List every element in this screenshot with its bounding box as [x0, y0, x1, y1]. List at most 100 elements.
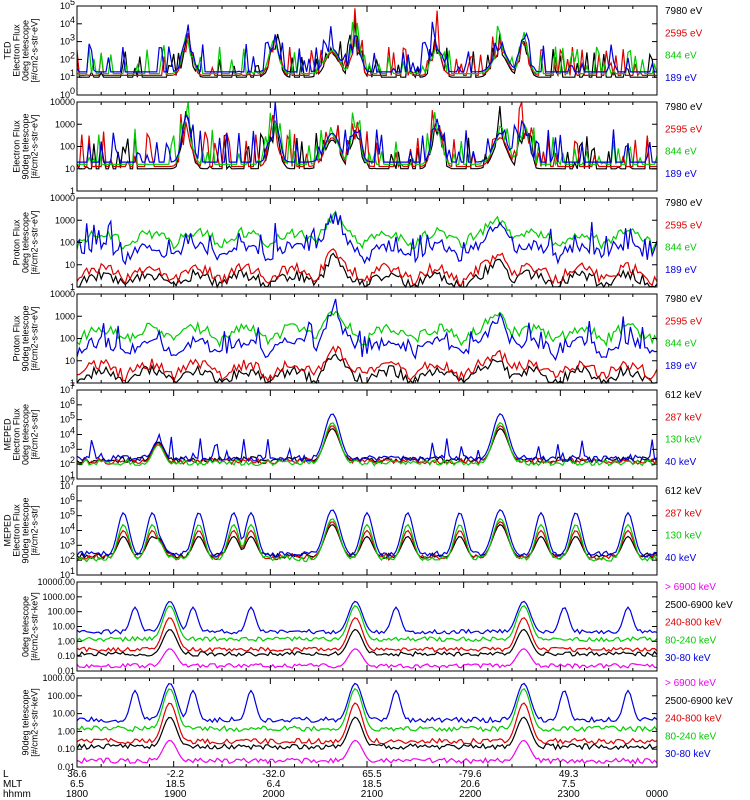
- y-axis-label-6-2: 90deg telescope: [20, 497, 30, 563]
- y-axis-label-8-1: [#/cm2-s-str-keV]: [29, 688, 39, 757]
- series-trace-6-1: [76, 523, 658, 560]
- x-tick-label-2-1: 6.4: [267, 779, 281, 790]
- ytick-exp-5-6: 7: [70, 381, 75, 391]
- ytick-label-2-2: 100: [60, 142, 75, 152]
- ytick-label-3-2: 100: [60, 238, 75, 248]
- y-axis-label-4-0: Proton Flux: [11, 315, 21, 362]
- series-trace-1-2: [76, 8, 657, 77]
- ytick-label-8-3: 10.00: [52, 709, 75, 719]
- ytick-label-4-0: 1: [70, 378, 75, 388]
- ytick-label-7-5: 1000.00: [42, 592, 75, 602]
- ytick-label-6-4: 10: [60, 511, 70, 521]
- ytick-label-1-5: 10: [60, 1, 70, 11]
- x-tick-label-3-1: 18.5: [362, 779, 382, 790]
- legend-entry-3-2: 2595 eV: [665, 220, 703, 231]
- ytick-label-7-6: 10000.00: [37, 577, 75, 587]
- ytick-exp-1-0: 0: [70, 86, 75, 96]
- series-trace-2-2: [77, 101, 657, 168]
- x-tick-label-3-2: 2100: [361, 789, 384, 800]
- legend-entry-7-1: > 6900 keV: [665, 582, 716, 593]
- x-tick-label-5-1: 7.5: [562, 779, 576, 790]
- legend-entry-5-3: 130 keV: [665, 435, 702, 446]
- ytick-exp-5-2: 3: [70, 440, 75, 450]
- x-tick-label-4-1: 20.6: [461, 779, 481, 790]
- legend-entry-3-4: 189 eV: [665, 265, 697, 276]
- legend-entry-6-2: 287 keV: [665, 508, 702, 519]
- legend-entry-1-1: 7980 eV: [665, 6, 703, 17]
- x-tick-label-2-0: -32.0: [262, 769, 285, 780]
- legend-entry-4-3: 844 eV: [665, 339, 697, 350]
- panel-8: 0.01 0.10 1.00 10.00 100.00 1000.00 90deg tele…: [20, 673, 733, 772]
- legend-entry-3-3: 844 eV: [665, 243, 697, 254]
- x-tick-label-6-2: 0000: [646, 789, 669, 800]
- ytick-exp-6-0: 1: [70, 566, 75, 576]
- x-tick-label-5-2: 2300: [557, 789, 580, 800]
- ytick-label-1-0: 10: [60, 90, 70, 100]
- series-trace-4-4: [76, 298, 658, 362]
- ytick-exp-5-4: 5: [70, 411, 75, 421]
- y-axis-label-1-2: 0deg telescope: [20, 20, 30, 81]
- ytick-label-6-0: 10: [60, 570, 70, 580]
- ytick-label-5-2: 10: [60, 444, 70, 454]
- legend-entry-2-3: 844 eV: [665, 147, 697, 158]
- y-axis-label-4-1: 90deg telescope: [20, 305, 30, 371]
- legend-entry-5-2: 287 keV: [665, 412, 702, 423]
- panel-frame-4: [76, 293, 658, 384]
- ytick-label-6-5: 10: [60, 496, 70, 506]
- legend-entry-6-4: 40 keV: [665, 553, 696, 564]
- ytick-label-5-1: 10: [60, 459, 70, 469]
- y-axis-label-8-0: 90deg telescope: [20, 689, 30, 755]
- legend-entry-1-4: 189 eV: [665, 73, 697, 84]
- series-trace-7-4: [76, 605, 658, 643]
- ytick-label-6-2: 10: [60, 540, 70, 550]
- legend-entry-8-5: 30-80 keV: [665, 749, 711, 760]
- y-axis-label-1-3: [#/cm2-s-str-eV]: [29, 18, 39, 82]
- legend-entry-4-1: 7980 eV: [665, 294, 703, 305]
- y-axis-label-5-3: [#/cm2-s-str]: [29, 409, 39, 459]
- x-axis: LMLThhmm202036.66.51800Dec 07-2.218.5190…: [3, 769, 673, 800]
- ytick-label-6-3: 10: [60, 526, 70, 536]
- ytick-label-1-2: 10: [60, 54, 70, 64]
- series-trace-4-3: [76, 310, 658, 348]
- x-tick-label-0-2: 1800: [66, 789, 89, 800]
- x-tick-label-5-0: 49.3: [559, 769, 579, 780]
- ytick-label-1-4: 10: [60, 19, 70, 29]
- series-trace-7-5: [76, 600, 658, 635]
- series-trace-3-3: [76, 210, 658, 254]
- ytick-exp-6-1: 2: [70, 551, 75, 561]
- ytick-exp-5-0: 1: [70, 470, 75, 480]
- ytick-label-4-4: 10000: [50, 289, 75, 299]
- legend-entry-8-4: 80-240 keV: [665, 731, 716, 742]
- y-axis-label-7-0: 0deg telescope: [20, 596, 30, 657]
- x-tick-label-0-1: 6.5: [70, 779, 84, 790]
- y-axis-label-6-3: [#/cm2-s-str]: [29, 505, 39, 555]
- ytick-exp-1-5: 5: [70, 0, 75, 7]
- y-axis-label-2-0: Electron Flux: [11, 120, 21, 173]
- series-trace-7-1: [76, 648, 658, 669]
- x-row-label-2: hhmm: [3, 789, 31, 800]
- ytick-exp-6-3: 4: [70, 522, 75, 532]
- ytick-label-4-2: 100: [60, 334, 75, 344]
- y-axis-label-5-0: MEPED: [2, 418, 12, 451]
- ytick-label-8-0: 0.01: [57, 762, 75, 772]
- x-tick-label-0-0: 36.6: [67, 769, 87, 780]
- ytick-label-5-4: 10: [60, 415, 70, 425]
- ytick-label-8-4: 100.00: [47, 691, 75, 701]
- legend-entry-1-2: 2595 eV: [665, 28, 703, 39]
- legend-entry-4-4: 189 eV: [665, 361, 697, 372]
- ytick-label-5-6: 10: [60, 385, 70, 395]
- panel-4: 1 10 100 1000 10000 Proton Flux 90deg telescop…: [11, 289, 702, 388]
- ytick-label-1-1: 10: [60, 72, 70, 82]
- legend-entry-5-4: 40 keV: [665, 457, 696, 468]
- legend-entry-7-5: 30-80 keV: [665, 653, 711, 664]
- ytick-label-7-2: 1.00: [57, 636, 75, 646]
- panel-frame-8: [76, 677, 658, 768]
- ytick-label-7-3: 10.00: [52, 622, 75, 632]
- y-axis-label-5-2: 0deg telescope: [20, 404, 30, 465]
- series-trace-5-4: [76, 412, 658, 463]
- ytick-label-7-4: 100.00: [47, 607, 75, 617]
- x-tick-label-3-0: 65.5: [362, 769, 382, 780]
- series-trace-8-1: [76, 739, 658, 765]
